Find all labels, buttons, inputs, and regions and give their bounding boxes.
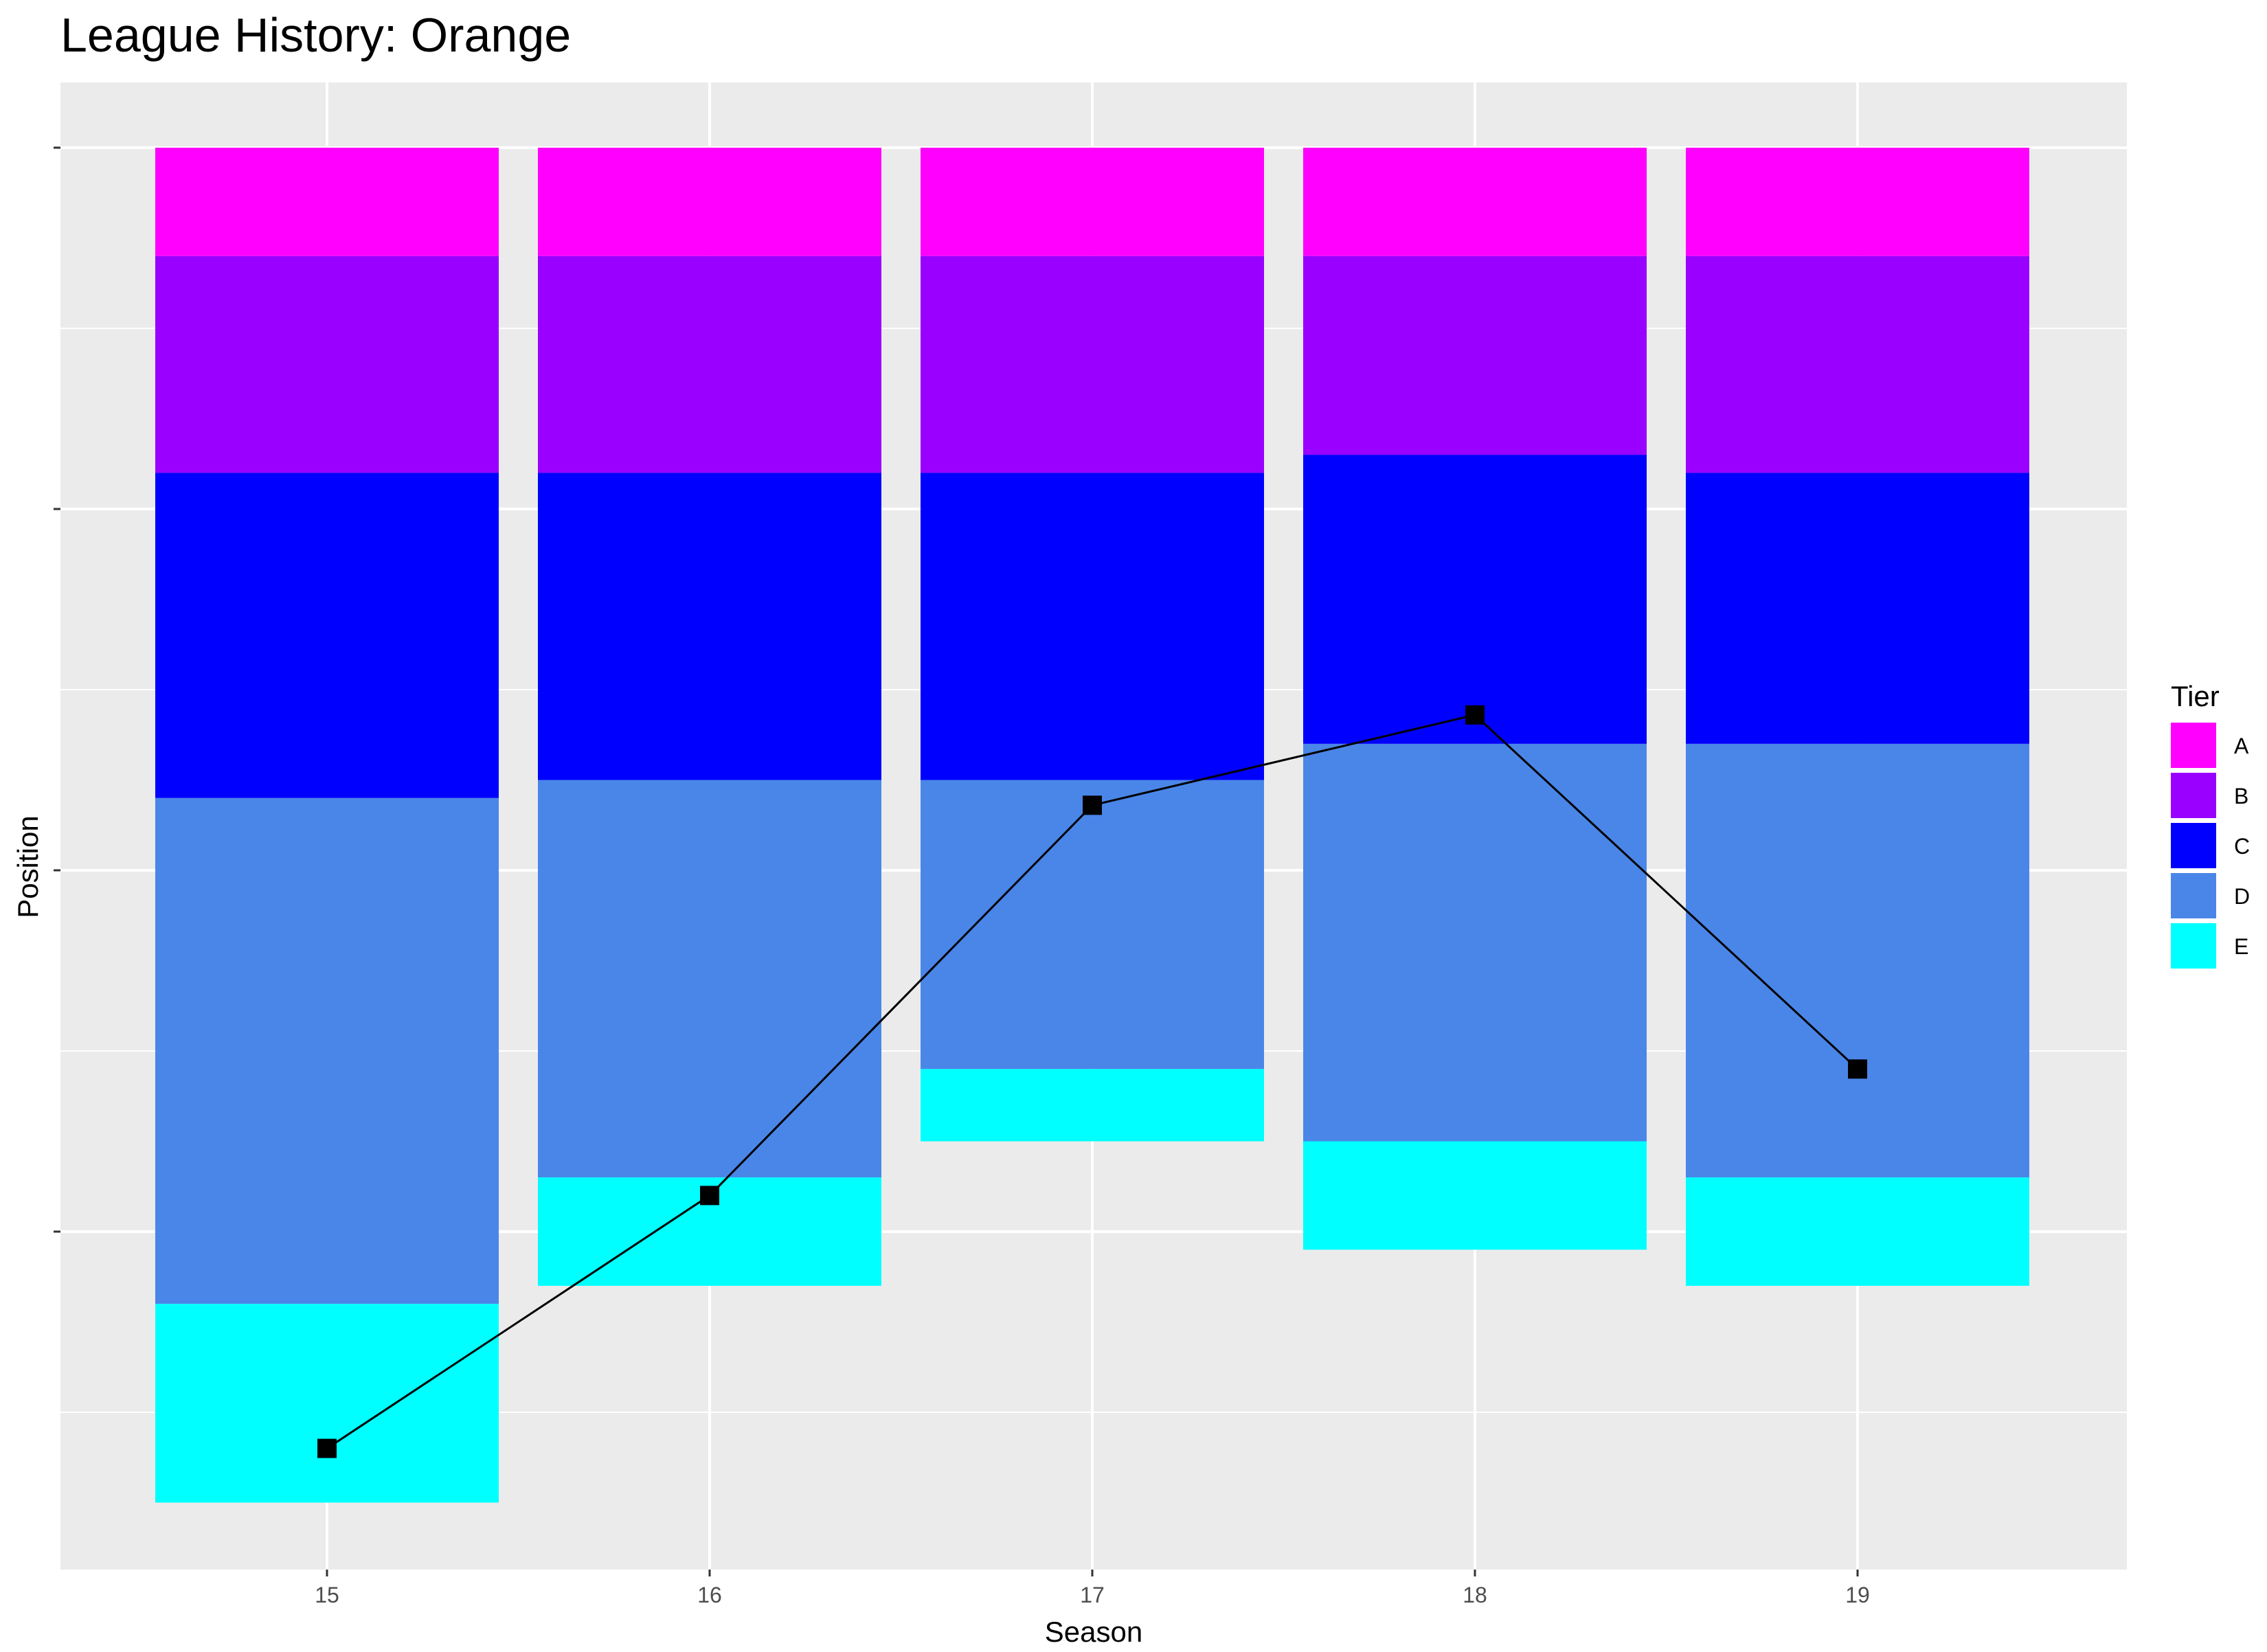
bars [155,148,2029,1503]
bar-segment-c-17 [921,473,1264,780]
bar-segment-e-18 [1303,1141,1647,1250]
bar-segment-e-15 [155,1304,499,1503]
x-tick-label: 16 [697,1583,722,1607]
axes: 15 16 17 18 19 [54,146,1870,1607]
chart-title: League History: Orange [60,8,571,62]
bar-segment-d-17 [921,780,1264,1070]
bar-segment-d-18 [1303,743,1647,1142]
x-tick-label: 19 [1845,1583,1870,1607]
bar-segment-b-19 [1686,256,2029,473]
x-tick-label: 17 [1080,1583,1105,1607]
bar-segment-e-17 [921,1069,1264,1142]
x-tick-label: 18 [1463,1583,1487,1607]
bar-segment-c-18 [1303,455,1647,744]
y-axis-title: Position [12,815,44,918]
legend-label-a: A [2234,734,2249,758]
legend-key-a [2171,723,2216,768]
bar-segment-a-16 [538,148,881,256]
legend-title: Tier [2171,680,2220,712]
bar-segment-a-15 [155,148,499,256]
bar-segment-c-19 [1686,473,2029,744]
legend-key-b [2171,773,2216,818]
bar-segment-c-15 [155,473,499,798]
bar-segment-b-17 [921,256,1264,473]
position-point-17 [1083,795,1102,815]
legend-label-e: E [2234,934,2248,959]
legend-key-c [2171,823,2216,868]
bar-segment-b-18 [1303,256,1647,455]
bar-segment-e-19 [1686,1177,2029,1286]
bar-segment-a-18 [1303,148,1647,256]
x-axis-title: Season [1045,1616,1142,1648]
bar-segment-c-16 [538,473,881,780]
legend-key-d [2171,873,2216,918]
bar-segment-d-15 [155,797,499,1304]
position-point-16 [700,1186,719,1206]
bar-segment-a-17 [921,148,1264,256]
bar-segment-b-15 [155,256,499,473]
position-point-19 [1848,1059,1867,1079]
legend-key-e [2171,923,2216,969]
position-line [317,705,1867,1458]
x-tick-label: 15 [315,1583,339,1607]
legend-label-c: C [2234,834,2250,859]
legend-label-b: B [2234,784,2248,808]
legend-label-d: D [2234,884,2250,909]
position-point-15 [317,1438,337,1458]
position-point-18 [1465,705,1485,725]
legend: Tier A B CDE [2171,680,2250,969]
bar-segment-d-16 [538,780,881,1178]
bar-segment-b-16 [538,256,881,473]
bar-segment-a-19 [1686,148,2029,256]
bar-segment-d-19 [1686,743,2029,1178]
